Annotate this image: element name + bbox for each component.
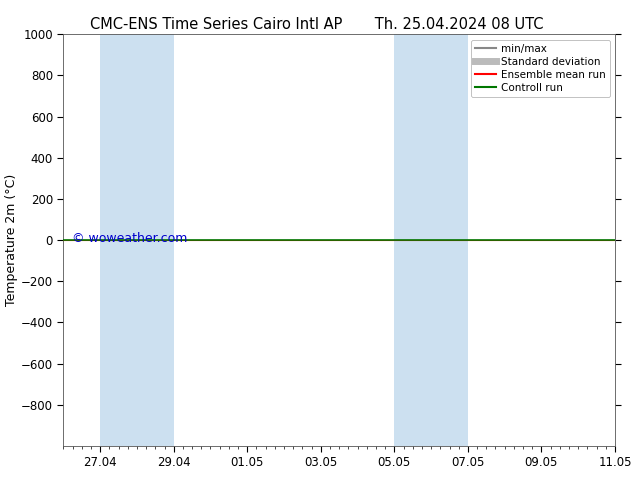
- Text: © woweather.com: © woweather.com: [72, 232, 187, 245]
- Text: CMC-ENS Time Series Cairo Intl AP       Th. 25.04.2024 08 UTC: CMC-ENS Time Series Cairo Intl AP Th. 25…: [90, 17, 544, 32]
- Legend: min/max, Standard deviation, Ensemble mean run, Controll run: min/max, Standard deviation, Ensemble me…: [470, 40, 610, 97]
- Bar: [100, 34, 174, 446]
- Bar: [394, 34, 468, 446]
- Y-axis label: Temperature 2m (°C): Temperature 2m (°C): [5, 174, 18, 306]
